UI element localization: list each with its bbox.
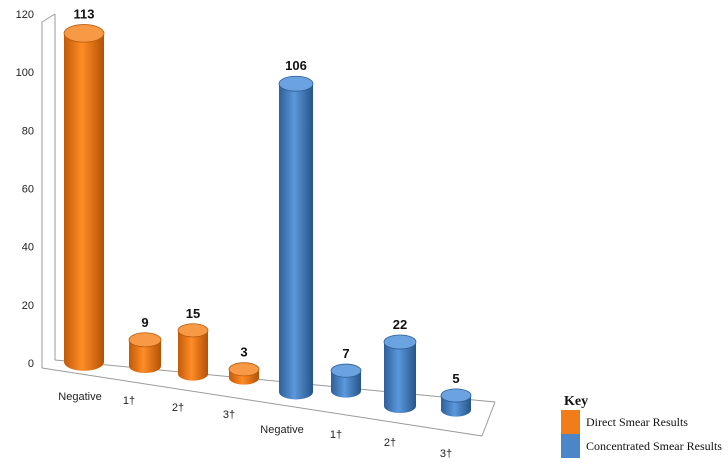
bar: [128, 332, 162, 374]
category-label: Negative: [260, 424, 303, 436]
bar-top: [63, 24, 105, 43]
bar-body: [178, 330, 208, 381]
floor-back-edge: [54, 359, 496, 403]
bar-top: [383, 334, 417, 350]
data-label: 113: [74, 7, 95, 22]
floor-front-edge: [41, 367, 483, 437]
y-tick-label: 0: [28, 358, 34, 370]
y-tick-label: 40: [22, 242, 34, 254]
bar-top: [128, 332, 162, 348]
legend: Key Direct Smear Results Concentrated Sm…: [561, 394, 722, 458]
category-label: Negative: [58, 391, 101, 403]
y-tick-label: 60: [22, 184, 34, 196]
side-wall-top-edge: [41, 13, 56, 23]
legend-label-direct: Direct Smear Results: [586, 415, 688, 429]
bar: [228, 362, 260, 385]
bar-top: [177, 323, 209, 338]
category-label: 3†: [223, 409, 235, 421]
y-tick-label: 120: [16, 9, 34, 21]
y-tick-label: 20: [22, 300, 34, 312]
bar: [278, 75, 314, 400]
bar-top: [330, 363, 362, 378]
legend-swatch-direct: [561, 410, 580, 434]
legend-swatch-concentrated: [561, 434, 580, 458]
bar-body: [279, 83, 313, 400]
category-label: 1†: [123, 395, 135, 407]
data-label: 3: [240, 345, 247, 360]
floor-right-edge: [481, 401, 496, 437]
data-label: 5: [452, 371, 459, 386]
bar-body: [64, 33, 104, 371]
y-tick-label: 100: [16, 67, 34, 79]
bar-top: [228, 362, 260, 377]
category-label: 2†: [384, 437, 396, 449]
bar-top: [440, 388, 472, 403]
bar: [177, 323, 209, 381]
y-tick-label: 80: [22, 125, 34, 137]
axes-frame: [41, 13, 496, 437]
bar-body: [384, 342, 416, 414]
bar: [440, 388, 472, 417]
bar-body: [129, 339, 161, 374]
category-labels: Negative 1† 2† 3† Negative 1† 2† 3†: [58, 391, 452, 460]
bar-body: [331, 370, 361, 398]
data-label: 22: [393, 317, 407, 332]
category-label: 3†: [440, 448, 452, 460]
bar: [330, 363, 362, 398]
data-label: 7: [342, 346, 349, 361]
bar: [383, 334, 417, 414]
data-label: 9: [141, 315, 148, 330]
bars: 113 9 15 3 106 7 22 5: [63, 7, 472, 417]
category-label: 1†: [330, 429, 342, 441]
legend-title: Key: [564, 394, 588, 409]
legend-label-concentrated: Concentrated Smear Results: [586, 439, 722, 453]
bar-top: [278, 75, 314, 92]
y-axis-ticks: 0 20 40 60 80 100 120: [16, 9, 34, 370]
data-label: 106: [285, 58, 307, 73]
data-label: 15: [186, 306, 200, 321]
bar: [63, 24, 105, 371]
category-label: 2†: [172, 402, 184, 414]
